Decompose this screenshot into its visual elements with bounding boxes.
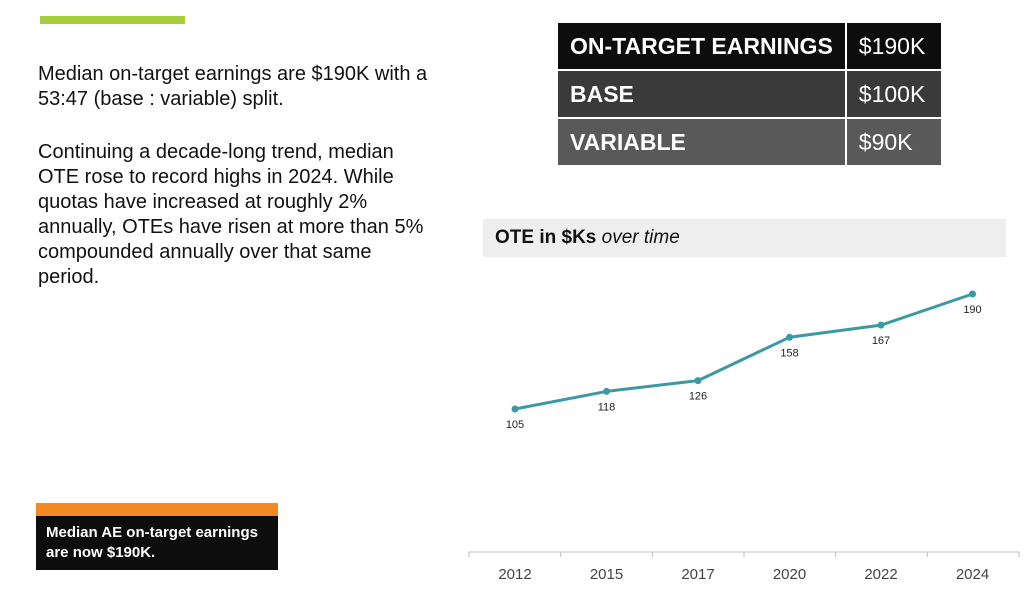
accent-bar: [40, 16, 185, 24]
trend-text: Continuing a decade-long trend, median O…: [38, 141, 424, 288]
callout-accent-bar: [36, 503, 278, 516]
x-tick-label: 2022: [864, 566, 897, 583]
data-label: 158: [780, 347, 798, 359]
data-label: 190: [963, 304, 981, 316]
data-point: [603, 387, 610, 395]
earnings-row-ote: ON-TARGET EARNINGS $190K: [558, 23, 941, 69]
data-point: [694, 377, 702, 385]
earnings-table: ON-TARGET EARNINGS $190K BASE $100K VARI…: [556, 21, 943, 167]
data-point: [786, 333, 793, 341]
intro-text: Median on-target earnings are $190K with…: [38, 63, 428, 110]
x-tick-label: 2012: [498, 566, 531, 583]
earnings-label: BASE: [558, 71, 845, 117]
callout-box: Median AE on-target earnings are now $19…: [36, 516, 278, 570]
data-point: [511, 405, 519, 413]
series-line: [514, 292, 973, 411]
chart-title-main: OTE in $Ks: [495, 227, 597, 248]
earnings-label: VARIABLE: [558, 119, 845, 165]
data-label: 105: [506, 419, 524, 431]
earnings-row-base: BASE $100K: [558, 71, 941, 117]
callout-text: Median AE on-target earnings are now $19…: [46, 524, 258, 561]
x-tick-label: 2017: [681, 566, 714, 583]
x-tick-label: 2024: [956, 566, 989, 583]
earnings-value: $100K: [846, 71, 941, 117]
chart-title: OTE in $Ks over time: [483, 219, 1006, 257]
chart-title-sub: over time: [601, 227, 680, 248]
data-point: [969, 290, 976, 298]
data-point: [877, 321, 885, 329]
data-label: 126: [689, 391, 707, 403]
earnings-label: ON-TARGET EARNINGS: [558, 23, 845, 69]
data-label: 167: [872, 335, 890, 347]
x-tick-label: 2015: [590, 566, 623, 583]
data-label: 118: [598, 401, 616, 413]
earnings-row-variable: VARIABLE $90K: [558, 119, 941, 165]
earnings-value: $90K: [846, 119, 941, 165]
x-tick-label: 2020: [773, 566, 806, 583]
earnings-value: $190K: [846, 23, 941, 69]
